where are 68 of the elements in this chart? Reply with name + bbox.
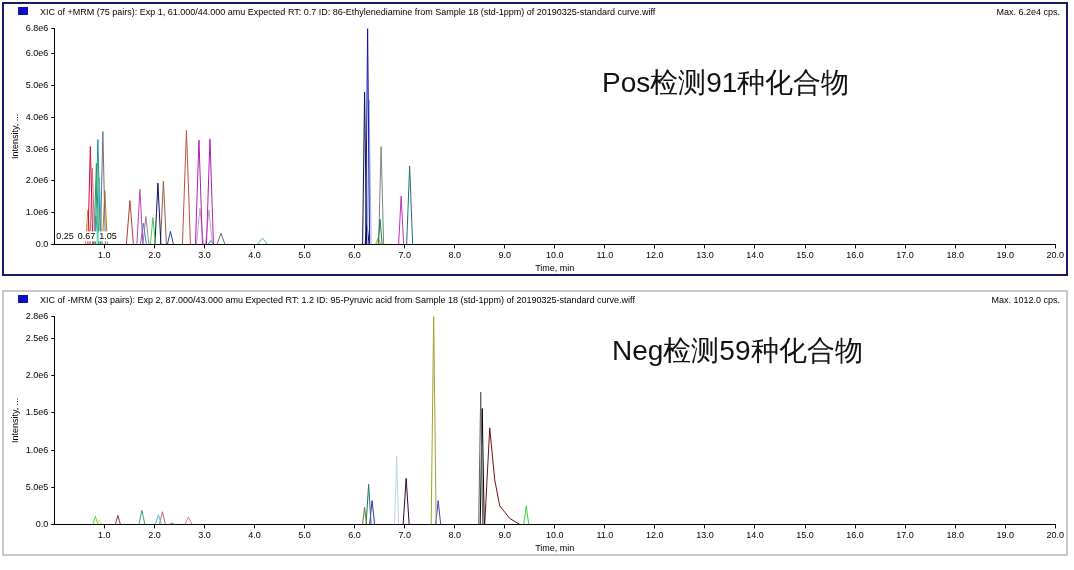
y-tick-label: 0.0 bbox=[35, 238, 49, 249]
x-tick-label: 14.0 bbox=[746, 250, 764, 261]
chart-title: XIC of +MRM (75 pairs): Exp 1, 61.000/44.000 amu Expected RT: 0.7 ID: 86-Ethylenediamine from Sample 18 (std-1ppm) of 20190325-standard curve.wiff bbox=[40, 6, 656, 19]
annotation: 0.25 bbox=[56, 231, 74, 242]
x-tick-label: 2.0 bbox=[148, 530, 161, 541]
x-tick-label: 19.0 bbox=[996, 250, 1014, 261]
x-tick-label: 8.0 bbox=[448, 530, 461, 541]
x-tick-label: 20.0 bbox=[1046, 250, 1065, 261]
x-tick-label: 1.0 bbox=[98, 250, 111, 261]
annotation: 1.05 bbox=[99, 231, 117, 242]
x-tick-label: 5.0 bbox=[298, 530, 311, 541]
x-tick-label: 18.0 bbox=[946, 530, 964, 541]
x-tick-label: 5.0 bbox=[298, 250, 311, 261]
y-tick-label: 0.0 bbox=[35, 518, 49, 529]
y-tick-label: 2.0e6 bbox=[25, 370, 49, 381]
x-tick-label: 7.0 bbox=[398, 530, 411, 541]
x-tick-label: 4.0 bbox=[248, 530, 261, 541]
y-tick-label: 6.0e6 bbox=[25, 48, 49, 59]
y-tick-label: 4.0e6 bbox=[25, 111, 49, 122]
x-tick-label: 6.0 bbox=[348, 530, 361, 541]
chart-title: XIC of -MRM (33 pairs): Exp 2, 87.000/43.000 amu Expected RT: 1.2 ID: 95-Pyruvic acid from Sample 18 (std-1ppm) of 20190325-standard curve.wiff bbox=[40, 294, 635, 307]
x-tick-label: 12.0 bbox=[646, 530, 664, 541]
x-tick-label: 4.0 bbox=[248, 250, 261, 261]
x-tick-label: 11.0 bbox=[596, 530, 614, 541]
text: Max. 1012.0 cps. bbox=[991, 294, 1060, 307]
x-tick-label: 1.0 bbox=[98, 530, 111, 541]
x-tick-label: 13.0 bbox=[696, 530, 714, 541]
annotation: Neg检测59种化合物 bbox=[612, 334, 863, 368]
x-tick-label: 15.0 bbox=[796, 530, 814, 541]
text: Max. 6.2e4 cps. bbox=[996, 6, 1060, 19]
y-tick-label: 1.0e6 bbox=[25, 207, 49, 218]
x-tick-label: 8.0 bbox=[448, 250, 461, 261]
x-tick-label: 9.0 bbox=[498, 250, 511, 261]
x-tick-label: 15.0 bbox=[796, 250, 814, 261]
x-tick-label: 7.0 bbox=[398, 250, 411, 261]
x-tick-label: 13.0 bbox=[696, 250, 714, 261]
x-tick-label: 2.0 bbox=[148, 250, 161, 261]
x-tick-label: 10.0 bbox=[546, 530, 564, 541]
x-tick-label: 6.0 bbox=[348, 250, 361, 261]
y-tick-label: 1.5e6 bbox=[25, 407, 49, 418]
y-tick-label: 2.8e6 bbox=[25, 310, 49, 321]
x-tick-label: 14.0 bbox=[746, 530, 764, 541]
x-axis-title: Time, min bbox=[535, 263, 575, 274]
y-tick-label: 1.0e6 bbox=[25, 444, 49, 455]
x-tick-label: 16.0 bbox=[846, 530, 864, 541]
x-tick-label: 12.0 bbox=[646, 250, 664, 261]
annotation: 0.67 bbox=[77, 231, 96, 242]
x-tick-label: 17.0 bbox=[896, 250, 914, 261]
x-tick-label: 20.0 bbox=[1046, 530, 1065, 541]
y-axis-title: Intensity, ... bbox=[9, 113, 20, 160]
x-tick-label: 3.0 bbox=[198, 250, 211, 261]
x-tick-label: 3.0 bbox=[198, 530, 211, 541]
y-tick-label: 6.8e6 bbox=[25, 22, 49, 33]
x-tick-label: 16.0 bbox=[846, 250, 864, 261]
x-tick-label: 10.0 bbox=[546, 250, 564, 261]
annotation: Pos检测91种化合物 bbox=[602, 66, 850, 100]
y-tick-label: 5.0e6 bbox=[25, 80, 49, 91]
y-tick-label: 2.0e6 bbox=[25, 175, 49, 186]
y-tick-label: 5.0e5 bbox=[25, 481, 49, 492]
y-tick-label: 2.5e6 bbox=[25, 333, 49, 344]
x-tick-label: 9.0 bbox=[498, 530, 511, 541]
x-tick-label: 11.0 bbox=[596, 250, 614, 261]
y-axis-title: Intensity, ... bbox=[9, 397, 20, 444]
x-axis-title: Time, min bbox=[535, 543, 575, 554]
y-tick-label: 3.0e6 bbox=[25, 143, 49, 154]
x-tick-label: 18.0 bbox=[946, 250, 964, 261]
x-tick-label: 17.0 bbox=[896, 530, 914, 541]
x-tick-label: 19.0 bbox=[996, 530, 1014, 541]
